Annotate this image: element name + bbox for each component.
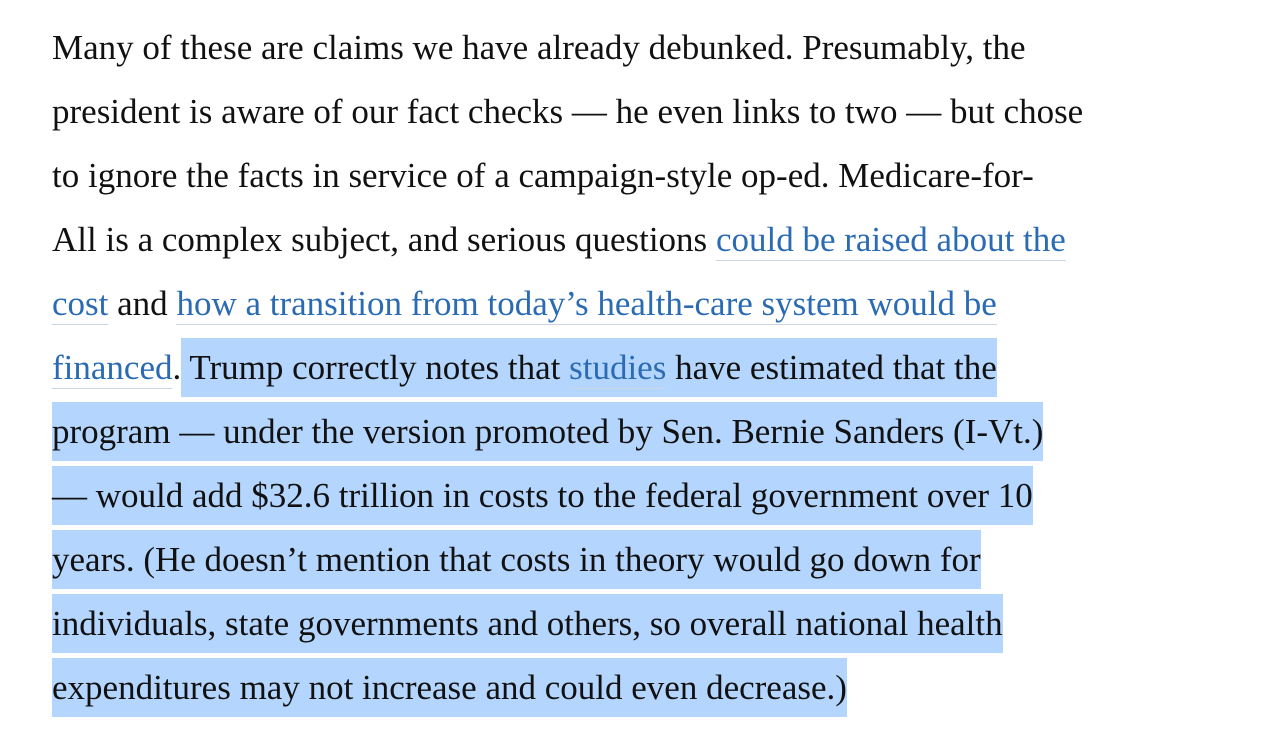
link-transition-financed-continued[interactable]: financed [52, 348, 173, 389]
selected-text: — would add $32.6 trillion in costs to t… [52, 466, 1033, 525]
body-text: Many of these are claims we have already… [52, 28, 1026, 67]
paragraph-line: All is a complex subject, and serious qu… [52, 208, 1252, 272]
paragraph-line: cost and how a transition from today’s h… [52, 272, 1252, 336]
selected-text: years. (He doesn’t mention that costs in… [52, 530, 981, 589]
paragraph-line: — would add $32.6 trillion in costs to t… [52, 464, 1252, 528]
paragraph-line: expenditures may not increase and could … [52, 656, 1252, 720]
paragraph-line: years. (He doesn’t mention that costs in… [52, 528, 1252, 592]
selected-text: program — under the version promoted by … [52, 402, 1044, 461]
link-transition-financed[interactable]: how a transition from today’s health-car… [176, 284, 997, 325]
paragraph-line: president is aware of our fact checks — … [52, 80, 1252, 144]
body-text: president is aware of our fact checks — … [52, 92, 1084, 131]
link-raised-about-cost-continued[interactable]: cost [52, 284, 109, 325]
body-text: . [172, 348, 182, 387]
paragraph-line: financed. Trump correctly notes that stu… [52, 336, 1252, 400]
body-text: to ignore the facts in service of a camp… [52, 156, 1034, 195]
paragraph-line: individuals, state governments and other… [52, 592, 1252, 656]
selected-text: individuals, state governments and other… [52, 594, 1003, 653]
paragraph-line: to ignore the facts in service of a camp… [52, 144, 1252, 208]
link-studies[interactable]: studies [569, 348, 667, 389]
link-raised-about-cost[interactable]: could be raised about the [715, 220, 1066, 261]
selected-link-wrapper: studies [569, 338, 667, 397]
body-text: and [108, 284, 177, 323]
paragraph-line: Many of these are claims we have already… [52, 16, 1252, 80]
selected-text: expenditures may not increase and could … [52, 658, 847, 717]
body-text: All is a complex subject, and serious qu… [52, 220, 716, 259]
selected-text: Trump correctly notes that [181, 338, 570, 397]
paragraph-line: program — under the version promoted by … [52, 400, 1252, 464]
article-paragraph: Many of these are claims we have already… [52, 16, 1252, 720]
selected-text: have estimated that the [666, 338, 997, 397]
